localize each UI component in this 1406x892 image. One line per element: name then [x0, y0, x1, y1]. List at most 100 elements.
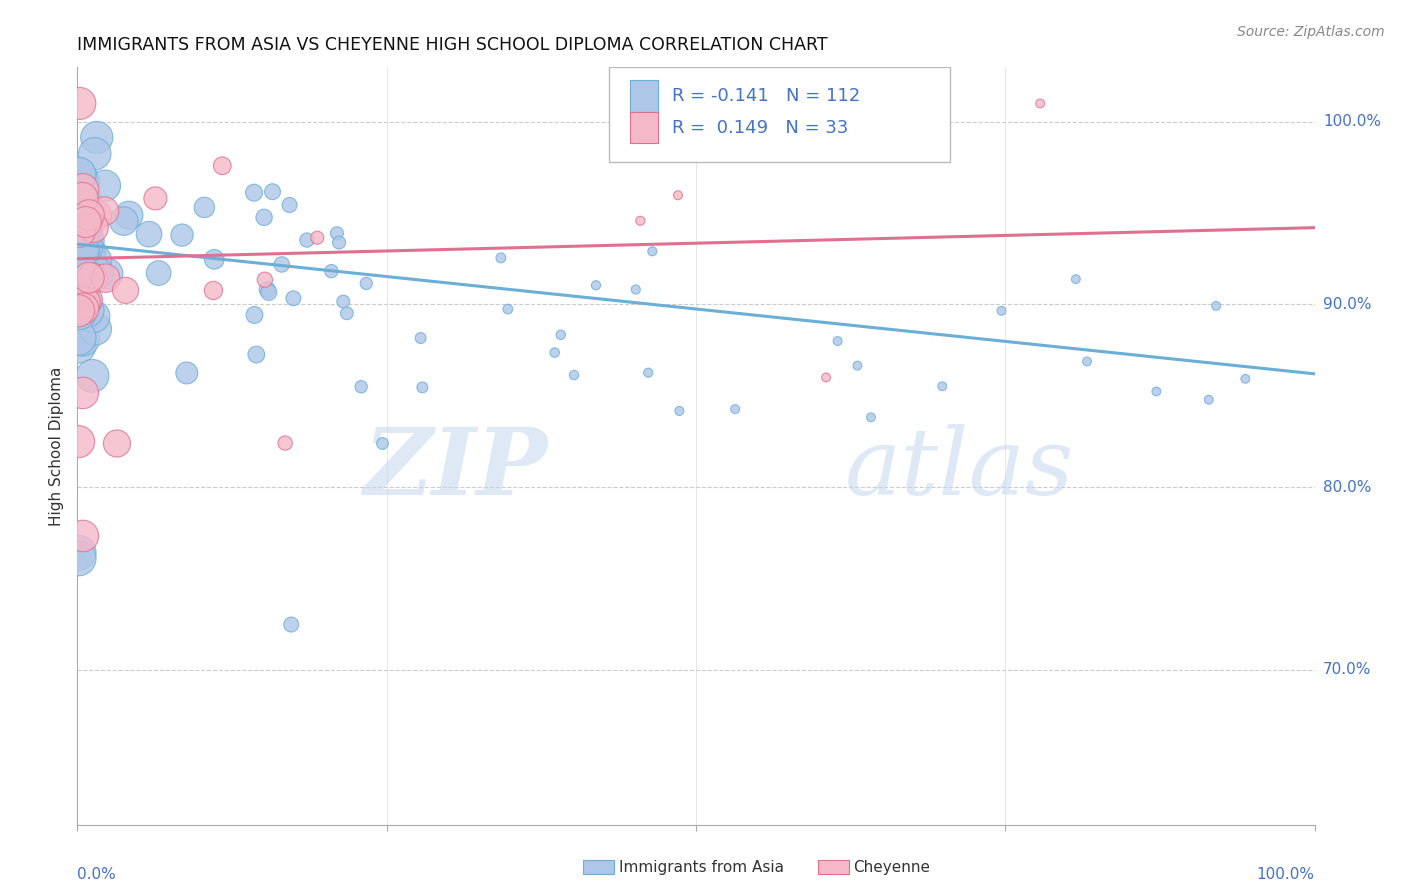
- Point: [93, 204, 115, 219]
- Point: [859, 410, 882, 425]
- Point: [77, 273, 100, 287]
- Point: [278, 198, 301, 212]
- Point: [80, 261, 103, 276]
- Point: [562, 368, 585, 383]
- Point: [585, 278, 607, 293]
- Point: [67, 226, 90, 240]
- Point: [202, 284, 225, 298]
- Point: [73, 295, 96, 310]
- Point: [67, 292, 90, 306]
- Point: [75, 257, 97, 271]
- Point: [1064, 272, 1087, 286]
- Point: [193, 201, 215, 215]
- Text: 0.0%: 0.0%: [77, 867, 117, 882]
- Point: [112, 214, 135, 228]
- Point: [70, 260, 93, 275]
- Point: [67, 213, 90, 227]
- Point: [1144, 384, 1167, 399]
- Point: [77, 211, 100, 226]
- Point: [67, 199, 90, 213]
- Point: [105, 436, 128, 450]
- Point: [176, 366, 198, 380]
- Point: [67, 434, 90, 449]
- Point: [83, 310, 105, 324]
- Point: [624, 283, 647, 297]
- Point: [900, 145, 922, 159]
- Point: [990, 303, 1012, 318]
- Point: [170, 228, 193, 243]
- Point: [67, 286, 90, 301]
- Point: [666, 188, 689, 202]
- FancyBboxPatch shape: [630, 79, 658, 112]
- Point: [253, 273, 276, 287]
- Point: [67, 233, 90, 247]
- Point: [67, 169, 90, 183]
- Point: [86, 130, 108, 145]
- Point: [321, 264, 343, 278]
- Point: [79, 245, 101, 260]
- Point: [69, 211, 91, 226]
- Point: [73, 193, 96, 207]
- Point: [931, 379, 953, 393]
- Point: [67, 184, 90, 198]
- Point: [94, 178, 117, 193]
- Point: [67, 168, 90, 182]
- Point: [76, 234, 98, 248]
- Point: [67, 305, 90, 319]
- Text: ZIP: ZIP: [363, 424, 547, 514]
- Point: [724, 402, 747, 417]
- Point: [332, 294, 354, 309]
- Point: [77, 265, 100, 279]
- Point: [328, 235, 350, 250]
- Text: Source: ZipAtlas.com: Source: ZipAtlas.com: [1237, 25, 1385, 39]
- Point: [83, 146, 105, 161]
- Point: [72, 385, 94, 400]
- Point: [815, 370, 838, 384]
- Point: [257, 285, 280, 300]
- Point: [69, 194, 91, 208]
- Point: [72, 251, 94, 265]
- Point: [256, 283, 278, 297]
- Point: [637, 366, 659, 380]
- Point: [67, 303, 90, 318]
- Point: [280, 617, 302, 632]
- Point: [76, 293, 98, 307]
- Point: [827, 334, 849, 348]
- Point: [1076, 354, 1098, 368]
- Point: [1198, 392, 1220, 407]
- Point: [69, 96, 91, 111]
- Point: [544, 345, 567, 359]
- Point: [1234, 372, 1257, 386]
- Point: [72, 191, 94, 205]
- Point: [70, 244, 93, 258]
- Point: [69, 252, 91, 267]
- Point: [262, 185, 284, 199]
- Point: [489, 251, 512, 265]
- Point: [138, 227, 160, 242]
- Point: [96, 267, 118, 281]
- Point: [69, 228, 91, 243]
- Point: [243, 186, 266, 200]
- Text: Immigrants from Asia: Immigrants from Asia: [619, 860, 783, 874]
- Point: [67, 224, 90, 238]
- Point: [73, 294, 96, 309]
- Text: 70.0%: 70.0%: [1323, 662, 1371, 677]
- Point: [70, 203, 93, 218]
- Point: [70, 241, 93, 255]
- Point: [70, 243, 93, 257]
- Point: [67, 245, 90, 260]
- Point: [67, 338, 90, 352]
- Point: [283, 291, 305, 305]
- Point: [67, 182, 90, 196]
- Point: [72, 182, 94, 196]
- Point: [846, 359, 869, 373]
- Point: [1205, 299, 1227, 313]
- Point: [148, 266, 170, 280]
- Point: [114, 284, 136, 298]
- Point: [82, 271, 104, 285]
- Point: [628, 214, 651, 228]
- Point: [72, 174, 94, 188]
- Text: R =  0.149   N = 33: R = 0.149 N = 33: [672, 119, 849, 136]
- Text: IMMIGRANTS FROM ASIA VS CHEYENNE HIGH SCHOOL DIPLOMA CORRELATION CHART: IMMIGRANTS FROM ASIA VS CHEYENNE HIGH SC…: [77, 37, 828, 54]
- Point: [75, 202, 97, 216]
